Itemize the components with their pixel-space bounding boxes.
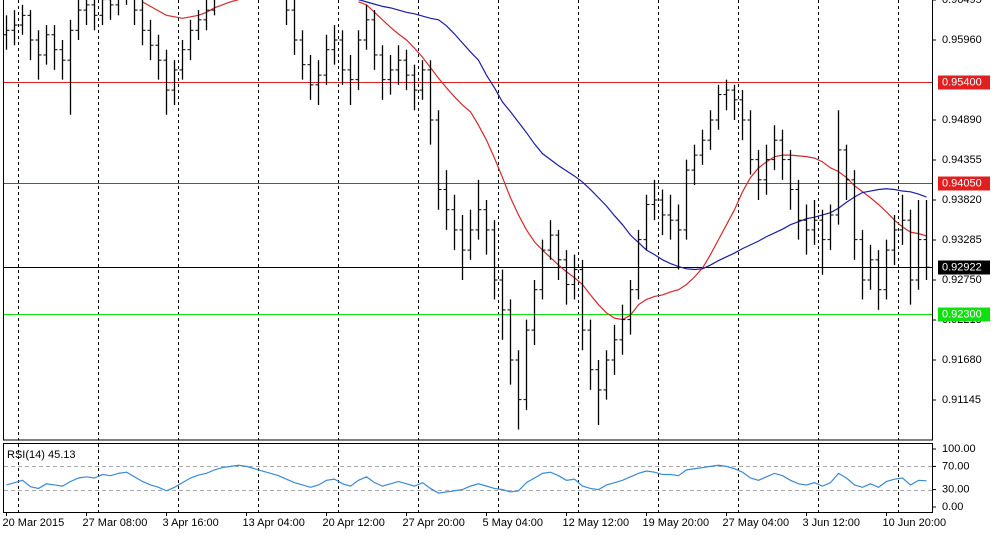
y-tick-label: 0.91680 [942, 354, 982, 366]
rsi-tick-label: 100.00 [942, 443, 976, 455]
level-tag [938, 176, 990, 191]
x-tick-label: 10 Jun 20:00 [883, 517, 947, 529]
level-tag [938, 75, 990, 90]
x-tick-label: 13 Apr 04:00 [243, 517, 305, 529]
x-tick-label: 20 Mar 2015 [3, 517, 65, 529]
level-label: 0.92300 [942, 308, 982, 320]
rsi-title: RSI(14) 45.13 [7, 449, 75, 461]
y-tick-label: 0.91145 [942, 394, 981, 406]
x-tick-label: 3 Apr 16:00 [163, 517, 219, 529]
y-tick-label: 0.94355 [942, 154, 982, 166]
rsi-line [6, 464, 927, 494]
axes: 20 Mar 2015 27 Mar 08:00 3 Apr 16:00 13 Apr… [3, 0, 990, 529]
level-label: 0.94050 [942, 177, 982, 189]
rsi-tick-label: 70.00 [942, 460, 970, 472]
y-tick-label: 0.93285 [942, 234, 982, 246]
moving-average [358, 0, 927, 271]
rsi-frame [3, 443, 933, 513]
moving-average [142, 0, 927, 321]
rsi-panel [4, 444, 932, 512]
x-tick-label: 27 Mar 08:00 [83, 517, 148, 529]
y-tick-label: 0.95960 [942, 34, 982, 46]
x-tick-label: 3 Jun 12:00 [803, 517, 861, 529]
y-tick-label: 0.93820 [942, 194, 982, 206]
x-tick-label: 19 May 20:00 [643, 517, 710, 529]
rsi-tick-label: 30.00 [942, 484, 970, 496]
y-tick-label: 0.92750 [942, 274, 982, 286]
x-tick-label: 12 May 12:00 [563, 517, 630, 529]
rsi-tick-label: 0.00 [942, 501, 963, 513]
price-frame [3, 0, 933, 441]
y-tick-label: 0.94890 [942, 114, 982, 126]
level-tag [938, 307, 990, 322]
level-tag [938, 260, 990, 275]
x-tick-label: 27 May 04:00 [723, 517, 790, 529]
price-panel [4, 0, 932, 440]
level-label: 0.95400 [942, 76, 982, 88]
level-label: 0.92922 [942, 261, 982, 273]
x-tick-label: 27 Apr 20:00 [403, 517, 465, 529]
y-tick-label: 0.96495 [942, 0, 982, 6]
x-tick-label: 20 Apr 12:00 [323, 517, 385, 529]
x-tick-label: 5 May 04:00 [483, 517, 544, 529]
